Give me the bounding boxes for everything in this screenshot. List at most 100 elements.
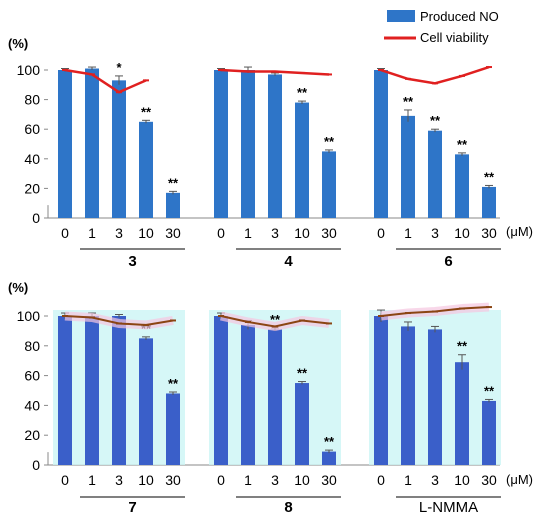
bar-produced-no (166, 393, 180, 465)
bar-produced-no (268, 74, 282, 218)
x-tick-label: 3 (431, 225, 439, 241)
x-tick-label: 1 (88, 472, 96, 488)
significance-marker: ** (270, 312, 281, 327)
group-3: *****0 1 3 10 303 (58, 60, 185, 270)
bar-produced-no (241, 70, 255, 218)
x-tick-label: 30 (321, 472, 337, 488)
x-tick-label: 0 (217, 472, 225, 488)
bar-produced-no (374, 316, 388, 465)
significance-marker: ** (168, 175, 179, 190)
legend: Produced NO Cell viability (384, 9, 499, 45)
x-tick-label: 0 (377, 472, 385, 488)
bar-produced-no (241, 324, 255, 465)
bar-produced-no (58, 70, 72, 218)
y-tick-label: 80 (24, 92, 40, 108)
x-tick-label: 1 (88, 225, 96, 241)
y-unit-label-bottom: (%) (8, 280, 28, 295)
bar-produced-no (322, 151, 336, 218)
x-tick-label: 0 (61, 472, 69, 488)
bar-produced-no (295, 383, 309, 465)
bar-produced-no (428, 130, 442, 218)
bar-produced-no (268, 329, 282, 465)
significance-marker: ** (403, 94, 414, 109)
group-label: L-NMMA (419, 499, 478, 516)
viability-line (64, 68, 147, 94)
x-tick-label: 1 (404, 225, 412, 241)
group-label: 6 (444, 253, 452, 270)
bar-produced-no (139, 121, 153, 218)
x-tick-label: 3 (115, 472, 123, 488)
y-tick-label: 20 (24, 180, 40, 196)
x-tick-label: 1 (404, 472, 412, 488)
y-tick-label: 100 (17, 62, 41, 78)
x-tick-label: 10 (454, 472, 470, 488)
group-6: ** ** ** ** 0 1 3 10 30 6 (374, 65, 501, 270)
x-tick-label: 0 (61, 225, 69, 241)
bar-produced-no (214, 70, 228, 218)
x-tick-label: 30 (165, 472, 181, 488)
y-unit-label-top: (%) (8, 36, 28, 51)
x-tick-label: 10 (294, 472, 310, 488)
y-tick-label: 60 (24, 121, 40, 137)
bar-produced-no (482, 400, 496, 465)
significance-marker: ** (457, 137, 468, 152)
group-8: ** ** ** 0 1 3 10 30 8 (209, 310, 341, 516)
x-tick-label: 3 (115, 225, 123, 241)
bar-produced-no (139, 338, 153, 465)
bar-produced-no (401, 326, 415, 465)
group-label: 8 (284, 499, 292, 516)
x-tick-label: 1 (244, 225, 252, 241)
significance-marker: ** (484, 169, 495, 184)
significance-marker: ** (457, 339, 468, 354)
bar-produced-no (166, 192, 180, 218)
bar-produced-no (85, 68, 99, 219)
significance-marker: ** (297, 366, 308, 381)
group-7: ****0 1 3 10 307 (53, 310, 185, 516)
bar-produced-no (112, 316, 126, 465)
bar-produced-no (112, 80, 126, 218)
x-tick-label: 3 (431, 472, 439, 488)
significance-marker: * (116, 60, 122, 75)
y-tick-label: 0 (32, 457, 40, 473)
y-tick-label: 80 (24, 338, 40, 354)
bar-produced-no (214, 316, 228, 465)
viability-line (380, 65, 490, 85)
bar-produced-no (455, 154, 469, 218)
x-tick-label: 10 (454, 225, 470, 241)
y-tick-label: 40 (24, 151, 40, 167)
x-unit-label-top: (μM) (506, 224, 533, 239)
y-tick-label: 40 (24, 397, 40, 413)
bar-produced-no (455, 362, 469, 465)
bar-produced-no (482, 186, 496, 218)
x-tick-label: 30 (481, 472, 497, 488)
y-tick-label: 60 (24, 368, 40, 384)
group-label: 3 (128, 253, 136, 270)
group-label: 4 (284, 253, 293, 270)
group-label: 7 (128, 499, 136, 516)
bar-produced-no (295, 102, 309, 218)
significance-marker: ** (484, 383, 495, 398)
legend-label-cell-viability: Cell viability (420, 30, 489, 45)
x-tick-label: 10 (138, 225, 154, 241)
bar-produced-no (401, 115, 415, 218)
significance-marker: ** (168, 376, 179, 391)
bar-produced-no (58, 316, 72, 465)
bar-produced-no (85, 316, 99, 465)
significance-marker: ** (141, 104, 152, 119)
legend-label-produced-no: Produced NO (420, 9, 499, 24)
significance-marker: ** (297, 85, 308, 100)
y-tick-label: 100 (17, 308, 41, 324)
group-4: ** ** 0 1 3 10 30 4 (214, 66, 341, 270)
bar-produced-no (428, 329, 442, 465)
x-tick-label: 10 (138, 472, 154, 488)
x-tick-label: 30 (165, 225, 181, 241)
x-tick-label: 0 (377, 225, 385, 241)
y-tick-label: 20 (24, 427, 40, 443)
significance-marker: ** (324, 134, 335, 149)
significance-marker: ** (324, 434, 335, 449)
group-l-nmma: ** ** 0 1 3 10 30L-NMMA (369, 302, 501, 516)
x-tick-label: 0 (217, 225, 225, 241)
